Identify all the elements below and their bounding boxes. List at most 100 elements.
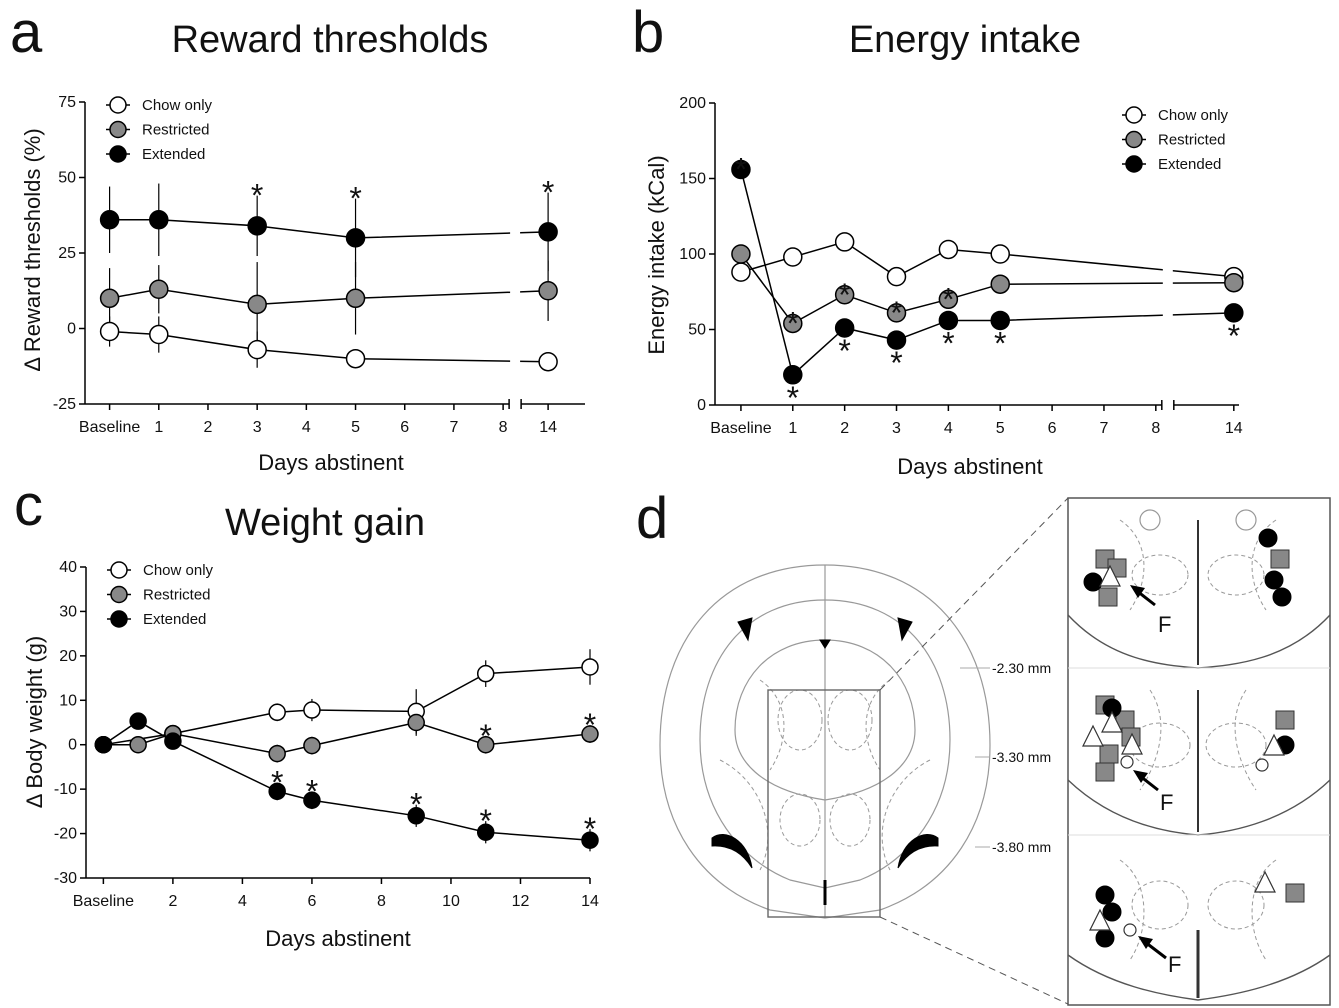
legend-label: Chow only	[142, 97, 213, 114]
y-tick-label: 20	[59, 648, 77, 665]
significance: *	[735, 151, 747, 187]
square-marker	[1275, 710, 1295, 730]
significance: *	[349, 181, 361, 217]
series-line	[740, 253, 1234, 325]
panel-d: d -2.30 mm -3.30 mm -3.80 mm	[636, 486, 1331, 1006]
arrow-head	[1133, 770, 1148, 783]
marker	[886, 303, 907, 323]
square-marker	[1285, 883, 1305, 903]
legend-label: Chow only	[1158, 107, 1229, 124]
x-tick-label: 1	[788, 420, 797, 437]
level-label: -3.30 mm	[992, 749, 1051, 765]
ventricle	[897, 617, 913, 642]
legend-label: Chow only	[143, 562, 214, 579]
marker	[129, 735, 147, 754]
series-line	[109, 219, 549, 239]
marker	[345, 348, 366, 369]
marker	[149, 210, 169, 230]
y-tick-label: 40	[59, 559, 77, 576]
chart-title: Reward thresholds	[172, 19, 489, 61]
circle-marker	[1095, 885, 1115, 905]
marker	[99, 288, 120, 309]
y-tick-label: 75	[58, 94, 76, 111]
landmark	[1139, 509, 1161, 531]
y-tick-label: 200	[679, 95, 706, 112]
brain-region	[779, 793, 821, 847]
legend-marker	[1125, 106, 1143, 124]
marker	[149, 279, 169, 299]
level-label: -2.30 mm	[992, 660, 1051, 676]
panel-letter: a	[10, 0, 43, 65]
marker	[538, 222, 558, 242]
marker	[938, 289, 959, 310]
marker	[834, 318, 855, 338]
marker	[1224, 303, 1244, 323]
series-line	[740, 241, 1234, 278]
series-line	[740, 169, 1234, 377]
x-tick-label: 6	[1048, 420, 1057, 437]
circle-marker	[1095, 928, 1115, 948]
significance: *	[271, 764, 283, 800]
landmark	[1235, 509, 1257, 531]
marker	[731, 159, 751, 180]
ventricle	[819, 639, 831, 649]
significance: *	[251, 178, 263, 214]
brain-region	[1131, 880, 1189, 930]
marker	[538, 281, 558, 301]
x-tick-label: 5	[996, 420, 1005, 437]
significance: *	[306, 773, 318, 809]
marker	[345, 228, 366, 248]
marker	[99, 321, 120, 342]
legend-marker	[110, 561, 128, 579]
region-label: F	[1160, 790, 1173, 815]
x-tick-label: Baseline	[79, 419, 140, 436]
legend-marker	[109, 120, 127, 139]
marker	[938, 310, 959, 331]
legend-label: Restricted	[142, 122, 210, 139]
x-tick-label: 3	[892, 420, 901, 437]
marker	[538, 351, 558, 372]
legend-marker	[109, 145, 127, 163]
y-tick-label: 0	[67, 321, 76, 338]
marker	[303, 701, 321, 719]
legend-label: Extended	[1158, 156, 1221, 173]
x-tick-label: 4	[302, 419, 311, 436]
significance: *	[787, 305, 799, 341]
marker	[303, 736, 321, 755]
marker	[731, 262, 751, 282]
y-tick-label: 50	[688, 322, 706, 339]
significance: *	[994, 325, 1006, 361]
marker	[407, 713, 425, 732]
legend-label: Extended	[142, 146, 205, 163]
series-line	[109, 288, 549, 306]
brain-region	[1207, 554, 1265, 596]
panel-letter: d	[636, 486, 668, 551]
significance: *	[479, 803, 491, 839]
marker	[783, 365, 803, 385]
brain-region	[1205, 722, 1267, 768]
legend-label: Restricted	[143, 587, 211, 604]
y-tick-label: 25	[58, 245, 76, 262]
open-circle-marker	[1120, 755, 1134, 769]
marker	[731, 244, 751, 264]
marker	[834, 285, 855, 305]
square-marker	[1099, 744, 1119, 764]
zoom-line	[879, 916, 1069, 1005]
marker	[407, 807, 425, 825]
open-circle-marker	[1123, 923, 1137, 937]
marker	[476, 823, 495, 841]
x-tick-label: 2	[168, 893, 177, 910]
arrow-head	[1130, 585, 1145, 598]
triangle-marker	[1082, 724, 1104, 747]
brain-region	[719, 679, 931, 871]
marker	[476, 664, 495, 683]
legend-marker	[109, 96, 127, 114]
triangle-marker	[1089, 908, 1111, 931]
section-outline	[1067, 954, 1331, 1001]
y-tick-label: -20	[54, 826, 77, 843]
y-tick-label: -25	[53, 396, 76, 413]
significance: *	[942, 281, 954, 317]
y-axis-label: Energy intake (kCal)	[644, 155, 669, 354]
legend-marker	[1125, 130, 1143, 149]
